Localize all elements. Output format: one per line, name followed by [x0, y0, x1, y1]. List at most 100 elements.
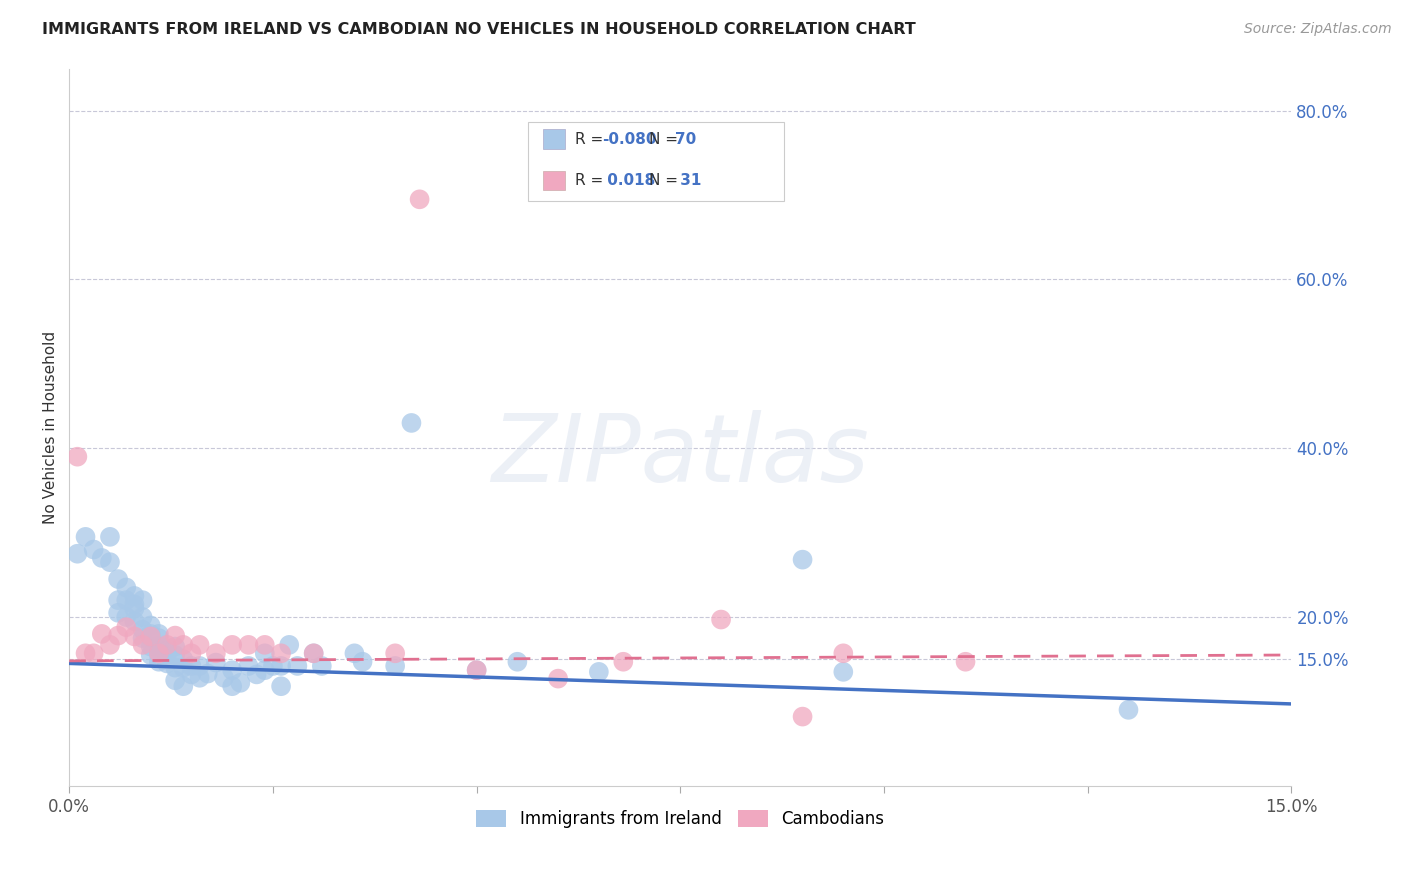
Point [612, 655, 634, 669]
Point [401, 416, 423, 430]
Point [148, 631, 170, 645]
Point [710, 613, 733, 627]
Point [343, 646, 366, 660]
Point [156, 644, 179, 658]
Point [172, 660, 194, 674]
Point [352, 655, 374, 669]
Point [165, 629, 187, 643]
Point [107, 572, 129, 586]
Point [107, 606, 129, 620]
Point [66, 450, 89, 464]
Point [66, 547, 89, 561]
Point [83, 542, 105, 557]
Point [75, 530, 97, 544]
FancyBboxPatch shape [544, 171, 565, 191]
Point [287, 659, 309, 673]
Point [98, 555, 121, 569]
Point [311, 659, 333, 673]
Point [148, 648, 170, 662]
Point [188, 659, 211, 673]
Point [832, 646, 855, 660]
Point [139, 629, 162, 643]
Point [131, 593, 153, 607]
Text: 31: 31 [675, 173, 702, 188]
Point [270, 646, 292, 660]
Point [792, 709, 814, 723]
Point [165, 660, 187, 674]
Point [124, 614, 146, 628]
Point [156, 648, 179, 662]
Point [832, 665, 855, 679]
Point [172, 638, 194, 652]
Point [180, 667, 202, 681]
Point [131, 638, 153, 652]
Text: -0.080: -0.080 [602, 132, 657, 146]
Point [221, 679, 243, 693]
Point [156, 638, 179, 652]
Point [90, 551, 112, 566]
Point [148, 655, 170, 669]
Point [547, 672, 569, 686]
Point [148, 646, 170, 660]
Point [270, 659, 292, 673]
Point [180, 659, 202, 673]
Point [165, 648, 187, 662]
Point [172, 679, 194, 693]
Point [465, 663, 488, 677]
Legend: Immigrants from Ireland, Cambodians: Immigrants from Ireland, Cambodians [470, 804, 891, 835]
Point [229, 676, 252, 690]
Point [180, 646, 202, 660]
Point [253, 663, 276, 677]
Point [506, 655, 529, 669]
Point [124, 589, 146, 603]
Point [212, 671, 235, 685]
Point [188, 671, 211, 685]
Point [270, 679, 292, 693]
Point [278, 638, 301, 652]
Point [221, 663, 243, 677]
Point [115, 581, 138, 595]
Point [197, 666, 219, 681]
Text: N =: N = [648, 132, 678, 146]
Point [165, 673, 187, 688]
Point [205, 646, 228, 660]
Point [139, 618, 162, 632]
Point [384, 646, 406, 660]
Point [107, 593, 129, 607]
Point [131, 631, 153, 645]
Point [238, 659, 260, 673]
FancyBboxPatch shape [527, 122, 785, 202]
Text: R =: R = [575, 173, 609, 188]
Point [139, 640, 162, 654]
Text: 70: 70 [675, 132, 697, 146]
Text: IMMIGRANTS FROM IRELAND VS CAMBODIAN NO VEHICLES IN HOUSEHOLD CORRELATION CHART: IMMIGRANTS FROM IRELAND VS CAMBODIAN NO … [42, 22, 915, 37]
Point [115, 593, 138, 607]
Point [124, 601, 146, 615]
Point [165, 640, 187, 654]
Point [98, 638, 121, 652]
Point [253, 638, 276, 652]
Point [131, 610, 153, 624]
Point [302, 646, 325, 660]
Point [98, 530, 121, 544]
Text: R =: R = [575, 132, 609, 146]
Point [107, 629, 129, 643]
Y-axis label: No Vehicles in Household: No Vehicles in Household [44, 331, 58, 524]
Text: 0.018: 0.018 [602, 173, 655, 188]
Point [115, 610, 138, 624]
Point [131, 623, 153, 637]
Point [172, 652, 194, 666]
Point [83, 646, 105, 660]
Point [115, 620, 138, 634]
Point [124, 629, 146, 643]
Point [205, 656, 228, 670]
Point [384, 659, 406, 673]
Point [221, 638, 243, 652]
Text: ZIPatlas: ZIPatlas [492, 410, 869, 501]
Point [148, 640, 170, 654]
Point [238, 638, 260, 652]
Point [246, 667, 269, 681]
Point [90, 627, 112, 641]
Point [148, 627, 170, 641]
Point [188, 638, 211, 652]
